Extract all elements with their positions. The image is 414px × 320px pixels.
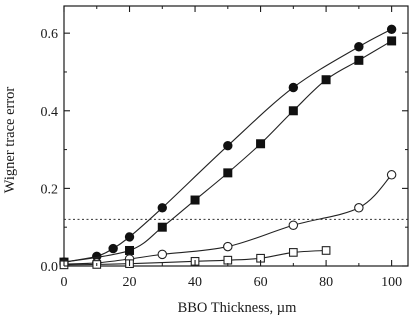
x-tick-label: 80 xyxy=(319,275,333,290)
series-3-point xyxy=(223,241,233,252)
series-1-point xyxy=(124,232,135,242)
series-1-point xyxy=(108,243,118,254)
series-2-line xyxy=(63,40,392,263)
series-2-point xyxy=(321,75,331,85)
y-tick-label: 0.4 xyxy=(41,105,59,120)
x-tick-label: 60 xyxy=(254,275,268,290)
x-tick-label: 0 xyxy=(61,275,68,290)
series-2-point xyxy=(125,245,135,255)
series-1-point xyxy=(157,203,167,213)
series-4-point xyxy=(321,246,331,255)
series-2-point xyxy=(387,36,397,46)
series-2-point xyxy=(223,168,233,178)
series-3-point xyxy=(157,249,168,260)
series-3-line xyxy=(63,174,393,265)
plot-border xyxy=(63,5,409,267)
series-3-point xyxy=(386,170,397,180)
series-4-point xyxy=(288,248,298,257)
series-2-point xyxy=(157,222,167,232)
y-tick-label: 0.6 xyxy=(41,27,59,42)
x-axis-label: BBO Thickness, µm xyxy=(178,300,298,316)
series-3-point xyxy=(288,220,299,231)
series-layer xyxy=(59,24,397,270)
x-tick-label: 40 xyxy=(188,275,202,290)
series-3-point xyxy=(354,203,364,213)
y-axis-label: Wigner trace error xyxy=(2,87,18,194)
series-1-point xyxy=(288,82,299,93)
y-tick-label: 0.2 xyxy=(41,182,59,197)
series-1-point xyxy=(223,141,233,151)
series-1-point xyxy=(386,24,397,34)
series-1-line xyxy=(63,28,392,263)
series-2-point xyxy=(256,139,266,149)
series-4-point xyxy=(223,255,233,265)
plot-frame xyxy=(63,5,409,267)
x-tick-label: 20 xyxy=(123,275,137,290)
x-tick-label: 100 xyxy=(381,275,402,290)
series-2-point xyxy=(288,106,298,116)
ticks-layer: 0 20 40 60 80 100 0.0 0.2 0.4 0.6 xyxy=(41,6,408,290)
series-2-point xyxy=(190,195,200,205)
series-2-point xyxy=(354,55,364,65)
y-tick-label: 0.0 xyxy=(41,260,59,275)
series-1-point xyxy=(354,42,364,52)
